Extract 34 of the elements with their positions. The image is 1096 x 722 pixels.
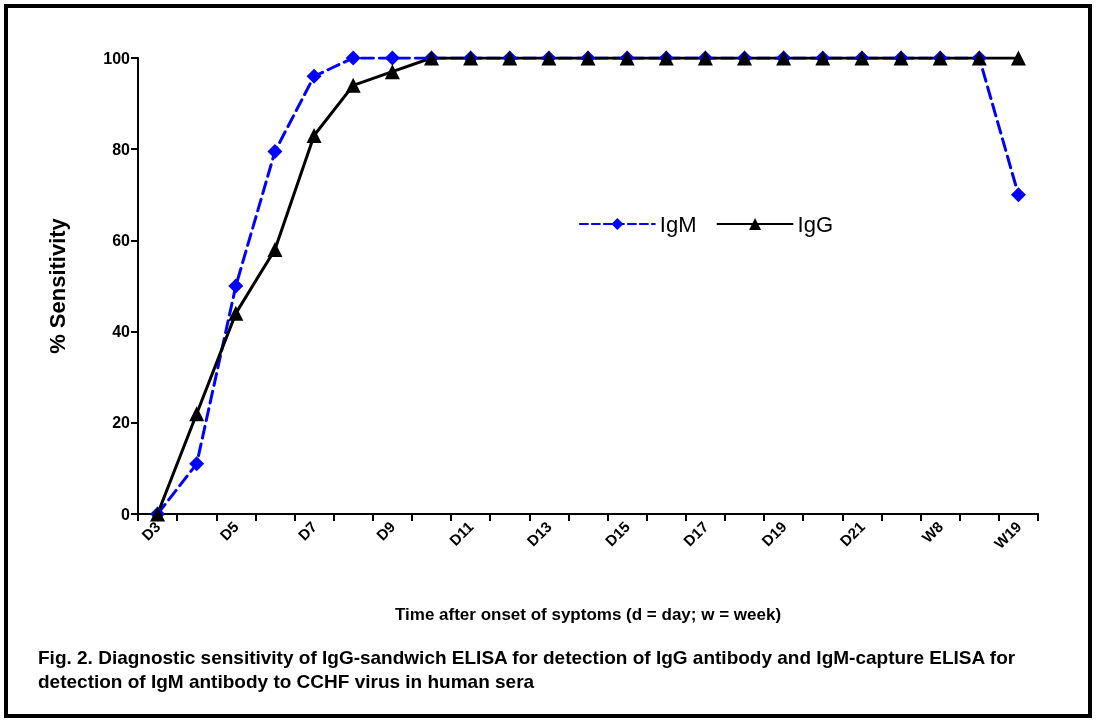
x-tick-label: D3 — [138, 517, 164, 544]
x-tick-label: D11 — [445, 517, 477, 549]
y-axis-title: % Sensitivity — [44, 217, 70, 354]
point — [1010, 187, 1026, 203]
point — [189, 406, 205, 422]
point — [345, 50, 361, 66]
y-tick-label: 0 — [121, 505, 131, 523]
caption: Fig. 2. Diagnostic sensitivity of IgG-sandwich ELISA for detection of IgG antibody and IgM-capture ELISA for detection of IgM antibody to CCHF virus in human sera — [38, 646, 1017, 694]
point — [384, 64, 400, 80]
x-tick-label: D21 — [836, 517, 868, 550]
point — [228, 305, 244, 321]
point — [384, 50, 400, 66]
x-tick-label: D19 — [758, 517, 790, 550]
point — [189, 456, 205, 472]
legend-label: IgG — [797, 211, 834, 237]
y-tick-label: 40 — [112, 323, 131, 341]
x-tick-label: W8 — [918, 517, 947, 546]
legend-label: IgM — [659, 211, 697, 237]
x-tick-label: D5 — [216, 517, 242, 544]
y-tick-label: 100 — [103, 49, 131, 67]
point — [267, 143, 283, 159]
y-tick-label: 80 — [112, 140, 131, 158]
x-tick-label: D9 — [372, 517, 399, 544]
y-tick-label: 20 — [112, 414, 131, 432]
point — [306, 68, 322, 84]
x-tick-label: D13 — [523, 517, 555, 550]
x-tick-label: D7 — [294, 517, 321, 544]
point — [1010, 50, 1026, 66]
y-tick-label: 60 — [112, 231, 131, 249]
point — [345, 77, 361, 93]
point — [267, 242, 283, 258]
x-axis-title: Time after onset of syptoms (d = day; w = week) — [394, 605, 782, 624]
point — [306, 128, 322, 144]
point — [228, 278, 244, 294]
